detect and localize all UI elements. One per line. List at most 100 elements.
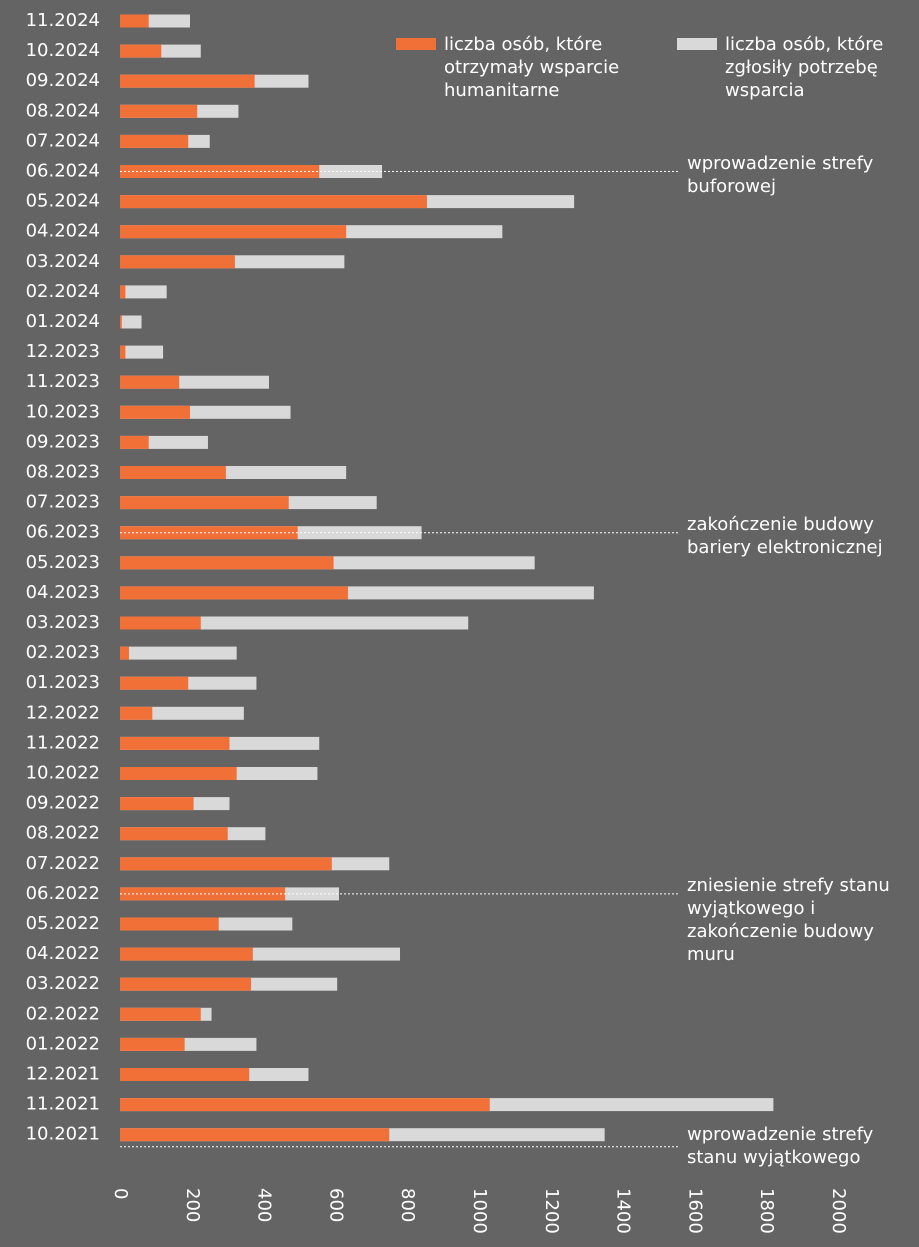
bar	[120, 165, 320, 178]
bar	[120, 887, 286, 901]
bar	[120, 556, 334, 570]
annotation: zakończenie budowy bariery elektroniczne…	[687, 513, 883, 558]
bar	[120, 676, 189, 690]
bar	[120, 857, 332, 871]
bar	[120, 706, 153, 720]
x-tick-label: 1200	[541, 1188, 562, 1234]
y-tick-label: 03.2022	[26, 973, 100, 994]
bar	[120, 44, 162, 58]
y-tick-label: 11.2024	[26, 10, 100, 31]
y-tick-label: 02.2024	[26, 281, 100, 302]
y-tick-label: 12.2021	[26, 1064, 100, 1085]
y-tick-label: 10.2021	[26, 1124, 100, 1145]
bar	[120, 74, 255, 88]
bar	[120, 285, 126, 299]
bar	[120, 1068, 250, 1081]
bar	[120, 616, 201, 630]
legend-label: liczba osób, które otrzymały wsparcie hu…	[444, 34, 620, 101]
bar	[120, 14, 149, 28]
bar	[120, 315, 122, 329]
y-tick-label: 01.2024	[26, 311, 100, 332]
bar	[120, 405, 191, 419]
annotation: zniesienie strefy stanu wyjątkowego i za…	[687, 874, 890, 965]
y-tick-label: 10.2024	[26, 40, 100, 61]
y-tick-label: 07.2022	[26, 853, 100, 874]
y-tick-label: 03.2024	[26, 251, 100, 272]
bar	[120, 195, 427, 209]
bar	[120, 616, 469, 630]
y-tick-label: 05.2024	[26, 191, 100, 212]
bar	[120, 104, 198, 118]
y-tick-label: 01.2023	[26, 672, 100, 693]
y-tick-label: 07.2024	[26, 130, 100, 151]
bar	[120, 646, 237, 660]
bar	[120, 917, 219, 931]
bar	[120, 977, 252, 991]
x-tick-label: 800	[397, 1188, 418, 1222]
bar	[120, 586, 348, 600]
x-tick-label: 1600	[684, 1188, 705, 1234]
bar	[120, 134, 189, 148]
x-tick-label: 600	[325, 1188, 346, 1222]
bar	[120, 736, 230, 750]
y-tick-label: 02.2022	[26, 1003, 100, 1024]
bar	[120, 435, 149, 449]
bar	[120, 1007, 201, 1021]
bar	[120, 1037, 185, 1051]
y-tick-label: 08.2024	[26, 100, 100, 121]
bar	[120, 646, 129, 660]
bar	[120, 797, 194, 811]
y-tick-label: 11.2021	[26, 1094, 100, 1115]
bar	[120, 345, 126, 359]
y-tick-label: 07.2023	[26, 492, 100, 513]
y-tick-label: 06.2024	[26, 161, 100, 182]
annotation: wprowadzenie strefy buforowej	[687, 152, 874, 197]
y-tick-label: 10.2023	[26, 401, 100, 422]
x-tick-label: 1000	[469, 1188, 490, 1234]
y-tick-label: 12.2022	[26, 702, 100, 723]
bar	[120, 225, 347, 239]
y-tick-label: 09.2024	[26, 70, 100, 91]
annotation: wprowadzenie strefy stanu wyjątkowego	[687, 1123, 874, 1168]
bar	[120, 767, 237, 780]
bar	[120, 1128, 390, 1142]
y-tick-label: 08.2023	[26, 462, 100, 483]
bar	[120, 466, 226, 479]
x-tick-label: 400	[254, 1188, 275, 1222]
bar	[120, 315, 142, 329]
legend-swatch	[677, 38, 717, 50]
y-tick-label: 03.2023	[26, 612, 100, 633]
bar	[120, 1098, 490, 1112]
y-tick-label: 05.2023	[26, 552, 100, 573]
y-tick-label: 02.2023	[26, 642, 100, 663]
bar	[120, 947, 253, 961]
y-tick-label: 11.2022	[26, 732, 100, 753]
y-tick-label: 12.2023	[26, 341, 100, 362]
y-tick-label: 06.2023	[26, 522, 100, 543]
y-tick-label: 05.2022	[26, 913, 100, 934]
y-tick-label: 08.2022	[26, 823, 100, 844]
y-tick-label: 01.2022	[26, 1033, 100, 1054]
y-tick-label: 09.2022	[26, 793, 100, 814]
y-tick-label: 04.2022	[26, 943, 100, 964]
bar	[120, 827, 228, 841]
y-tick-label: 04.2024	[26, 221, 100, 242]
x-tick-label: 200	[182, 1188, 203, 1222]
y-tick-label: 10.2022	[26, 763, 100, 784]
bar	[120, 255, 235, 269]
x-tick-label: 1400	[613, 1188, 634, 1234]
bar	[120, 375, 180, 389]
y-tick-label: 04.2023	[26, 582, 100, 603]
legend-label: liczba osób, które zgłosiły potrzebę wsp…	[725, 34, 884, 101]
bar	[120, 345, 164, 359]
x-tick-label: 1800	[756, 1188, 777, 1234]
y-tick-label: 11.2023	[26, 371, 100, 392]
bar	[120, 496, 289, 510]
y-tick-label: 09.2023	[26, 431, 100, 452]
bar	[120, 285, 167, 299]
x-tick-label: 2000	[828, 1188, 849, 1234]
legend-swatch	[396, 38, 436, 50]
y-tick-label: 06.2022	[26, 883, 100, 904]
